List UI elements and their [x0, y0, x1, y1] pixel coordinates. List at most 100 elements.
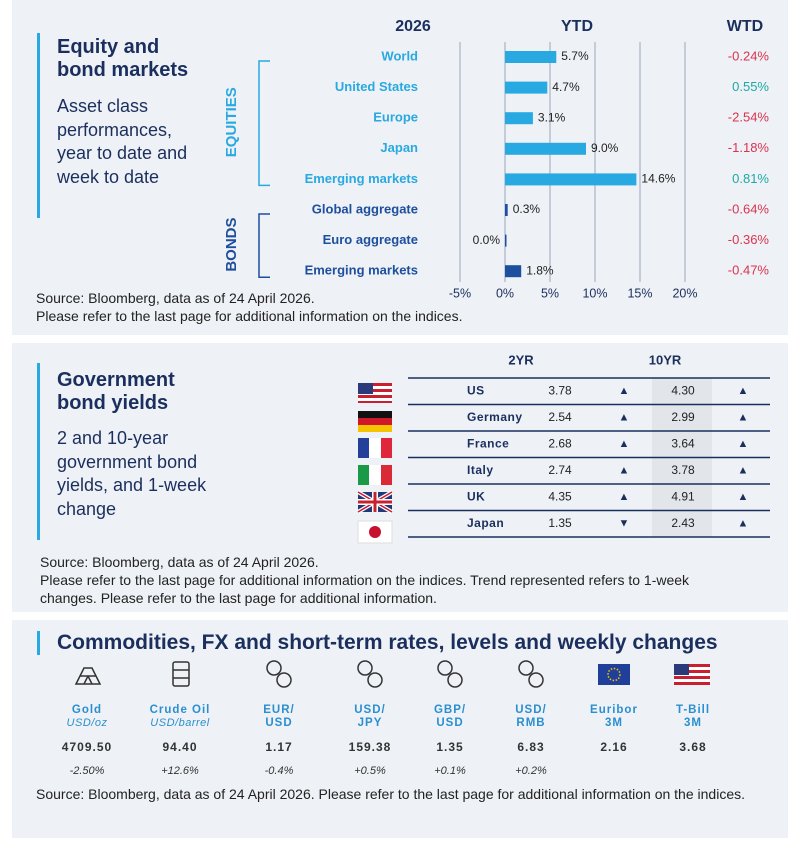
trend-10yr: ▲: [738, 518, 749, 530]
category-label: Japan: [380, 140, 418, 155]
item-change: -2.50%: [70, 765, 105, 777]
x-tick-label: -5%: [449, 286, 471, 300]
item-level: 159.38: [349, 740, 392, 754]
wtd-label: -1.18%: [728, 140, 770, 155]
trend-2yr: ▼: [619, 518, 630, 530]
yield-2yr: 1.35: [548, 516, 572, 530]
category-label: Global aggregate: [312, 201, 418, 216]
x-tick-label: 5%: [541, 286, 559, 300]
bar: [505, 81, 548, 94]
category-label: Emerging markets: [305, 171, 418, 186]
icon-coin: [276, 672, 292, 688]
item-level: 4709.50: [62, 740, 112, 754]
value-label: 9.0%: [591, 141, 619, 155]
trend-2yr: ▲: [619, 438, 630, 450]
country: Italy: [467, 463, 494, 477]
country: Japan: [467, 516, 504, 530]
icon-coin: [528, 672, 544, 688]
item-name: Crude Oil: [150, 704, 211, 716]
bar: [505, 234, 507, 247]
item-name: RMB: [516, 717, 545, 729]
wtd-label: -0.47%: [728, 263, 770, 278]
item-level: 1.17: [265, 740, 292, 754]
value-label: 1.8%: [526, 263, 554, 277]
wtd-title: WTD: [727, 18, 763, 35]
bar: [505, 204, 508, 216]
flag-us: [358, 383, 392, 403]
wtd-label: -0.36%: [728, 232, 770, 247]
bar: [505, 112, 533, 125]
trend-10yr: ▲: [738, 438, 749, 450]
icon-coin: [437, 660, 453, 676]
x-tick-label: 20%: [672, 286, 697, 300]
column-header: 2YR: [508, 352, 534, 367]
bar: [505, 51, 557, 63]
gov-subtitle: 2 and 10-year government bond yields, an…: [57, 428, 207, 519]
category-label: United States: [335, 79, 418, 94]
group-label: BONDS: [223, 218, 240, 272]
value-label: 14.6%: [641, 172, 675, 186]
x-tick-label: 15%: [627, 286, 652, 300]
item-name: USD/: [515, 704, 546, 716]
item-level: 1.35: [436, 740, 463, 754]
yield-10yr: 3.64: [671, 436, 695, 450]
group-bracket: [258, 60, 270, 187]
value-label: 5.7%: [561, 49, 589, 63]
accent-bar: [37, 631, 40, 655]
source: Source: Bloomberg, data as of 24 April 2…: [36, 290, 315, 306]
value-label: 3.1%: [538, 110, 566, 124]
item-level: 2.16: [600, 740, 627, 754]
yield-2yr: 2.54: [548, 410, 572, 424]
item-change: +0.1%: [434, 765, 466, 777]
equity-title: Equity and bond markets: [57, 36, 189, 81]
flag-us: [674, 664, 710, 685]
icon-barrel: [172, 661, 190, 687]
group-label: EQUITIES: [223, 87, 240, 157]
trend-10yr: ▲: [738, 491, 749, 503]
source: Please refer to the last page for additi…: [36, 308, 463, 324]
header: 2026: [395, 18, 431, 35]
category-label: World: [381, 48, 418, 63]
wtd-label: -0.24%: [728, 48, 770, 63]
value-label: 0.0%: [473, 233, 501, 247]
item-name: USD: [265, 717, 292, 729]
item-name: GBP/: [434, 704, 466, 716]
icon-coin: [518, 660, 534, 676]
item-unit: USD/barrel: [150, 717, 209, 729]
equity-panel: [12, 0, 788, 335]
yield-2yr: 3.78: [548, 383, 572, 397]
accent-bar: [37, 363, 40, 540]
icon-barrel: [173, 669, 189, 679]
flag-fr: [358, 438, 392, 458]
bar: [505, 265, 522, 278]
yield-2yr: 2.74: [548, 463, 572, 477]
yield-2yr: 4.35: [548, 489, 572, 503]
item-name: 3M: [605, 717, 623, 729]
equity-subtitle: Asset class performances, year to date a…: [57, 96, 188, 187]
icon-gold: [74, 667, 102, 685]
trend-10yr: ▲: [738, 465, 749, 477]
item-name: Gold: [72, 704, 102, 716]
icon-coin: [367, 672, 383, 688]
icons: [74, 660, 544, 688]
markets-title: Commodities, FX and short-term rates, le…: [57, 631, 718, 654]
flag-it: [358, 465, 392, 485]
item-name: USD: [436, 717, 463, 729]
item-level: 6.83: [517, 740, 544, 754]
accent-bar: [37, 33, 40, 218]
country: US: [467, 383, 485, 397]
item-name: T-Bill: [676, 704, 710, 716]
item-change: +0.5%: [354, 765, 386, 777]
category-label: Euro aggregate: [323, 232, 418, 247]
item-unit: USD/oz: [67, 717, 108, 729]
category-label: Emerging markets: [305, 263, 418, 278]
trend-10yr: ▲: [738, 412, 749, 424]
chart-title: YTD: [561, 18, 593, 35]
bar: [505, 173, 637, 186]
value-label: 0.3%: [513, 202, 541, 216]
wtd-label: -2.54%: [728, 110, 770, 125]
trend-2yr: ▲: [619, 465, 630, 477]
country: France: [467, 436, 509, 450]
flag-uk: [356, 490, 394, 514]
